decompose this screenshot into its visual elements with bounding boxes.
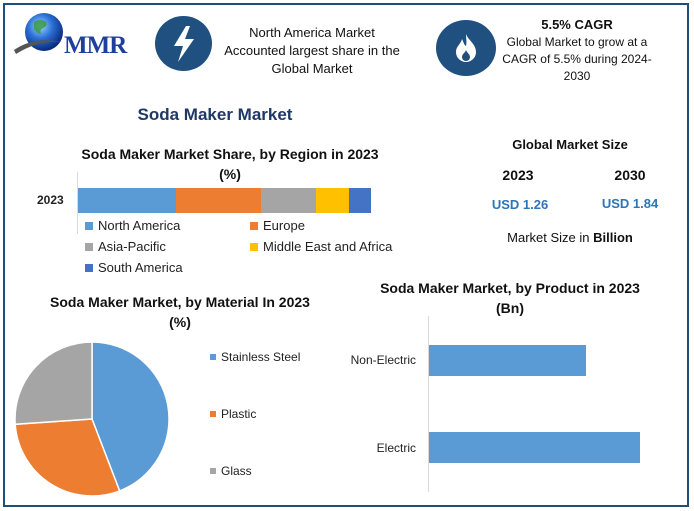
cagr-title: 5.5% CAGR [541,17,613,32]
legend-europe: Europe [250,218,305,233]
material-legend: Stainless Steel Plastic Glass [210,350,330,480]
infographic-frame [3,3,689,507]
region-chart-axis [77,172,78,234]
material-chart-title: Soda Maker Market, by Material In 2023 (… [50,294,310,330]
region-chart-category: 2023 [37,193,64,207]
bar-segment-mea [315,188,349,213]
legend-stainless-steel: Stainless Steel [210,350,300,364]
market-size-title: Global Market Size [512,137,628,152]
legend-south-america: South America [85,260,183,275]
region-chart-title: Soda Maker Market Share, by Region in 20… [81,146,379,182]
material-pie-chart [14,341,170,497]
product-bar-non-electric [429,345,586,376]
pie-slice-plastic [14,418,121,497]
legend-asia-pacific: Asia-Pacific [85,239,166,254]
flame-icon [436,20,496,76]
legend-north-america: North America [85,218,180,233]
product-chart-axis [428,316,429,492]
cagr-block: 5.5% CAGR Global Market to grow at a CAG… [498,16,656,85]
region-legend: North America Europe Asia-Pacific Middle… [85,218,405,278]
logo-text: MMR [64,32,127,59]
product-label-non-electric: Non-Electric [350,353,416,367]
globe-icon [14,13,63,54]
product-label-electric: Electric [376,441,416,455]
pie-slice-stainless-steel [91,341,170,492]
cagr-text: Global Market to grow at a CAGR of 5.5% … [502,35,652,83]
market-size-value-2030: USD 1.84 [601,196,659,211]
product-bar-electric [429,432,640,463]
legend-plastic: Plastic [210,407,256,421]
bar-segment-north-america [78,188,176,213]
legend-mea: Middle East and Africa [250,239,392,254]
market-size-year-2030: 2030 [614,167,646,183]
market-size-year-2023: 2023 [502,167,534,183]
lightning-bolt-icon [155,16,212,71]
market-size-value-2023: USD 1.26 [491,197,549,212]
bar-segment-south-america [349,188,371,213]
pie-slice-glass [14,341,93,426]
legend-glass: Glass [210,464,252,478]
page-title: Soda Maker Market [137,105,293,124]
highlight-na-text: North America Market Accounted largest s… [224,25,400,76]
bar-segment-europe [175,188,261,213]
bar-segment-asia-pacific [260,188,316,213]
market-size-note: Market Size in Billion [507,230,633,245]
product-chart-title: Soda Maker Market, by Product in 2023 (B… [380,280,640,316]
region-stacked-bar [78,188,371,213]
logo: MMR [12,10,142,60]
